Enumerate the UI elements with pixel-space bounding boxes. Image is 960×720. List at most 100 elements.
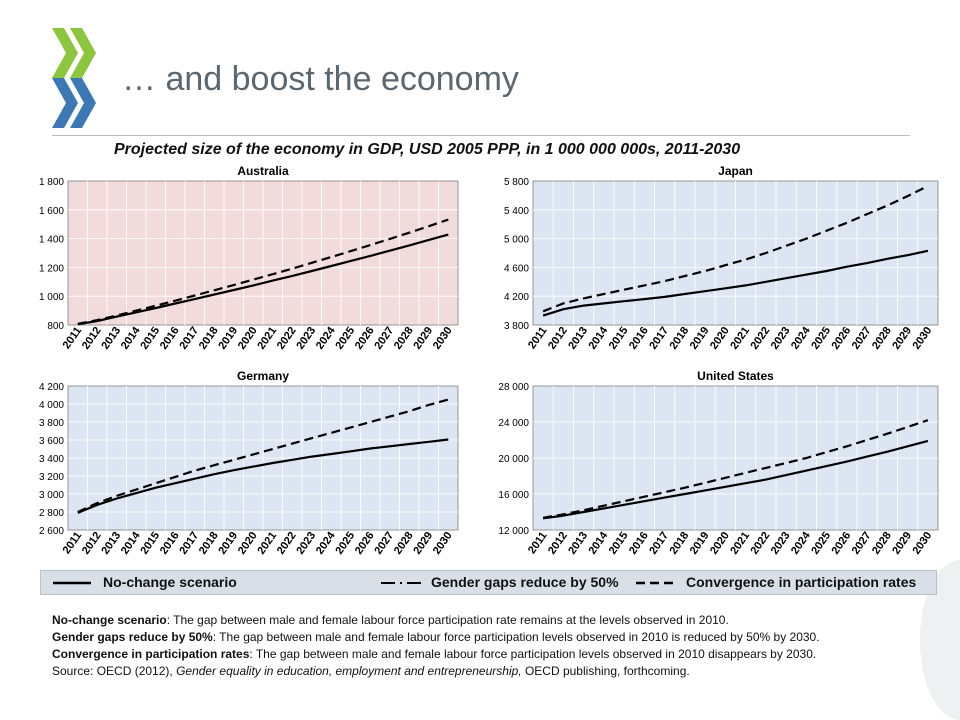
y-tick-label: 2 800 (39, 508, 64, 519)
y-tick-label: 4 200 (504, 292, 529, 303)
x-tick-label: 2015 (138, 325, 162, 352)
x-tick-label: 2016 (627, 530, 651, 557)
note-source: Source: OECD (2012), Gender equality in … (52, 664, 690, 678)
y-tick-label: 20 000 (498, 454, 529, 465)
y-tick-label: 1 800 (39, 177, 64, 188)
panel-title: Germany (237, 369, 289, 383)
x-tick-label: 2019 (216, 325, 240, 352)
page-title: … and boost the economy (122, 60, 519, 98)
x-tick-label: 2019 (216, 530, 240, 557)
x-tick-label: 2027 (850, 325, 874, 352)
panel-title: Japan (718, 164, 753, 178)
chart-germany: Germany 2 600 2 800 3 000 3 200 3 400 3 600 3 8… (39, 369, 459, 557)
chart-notes: No-change scenario: The gap between male… (52, 612, 912, 680)
x-tick-label: 2014 (119, 324, 143, 352)
chart-australia: Australia 800 1 000 1 200 1 400 1 600 1 800 201… (39, 164, 459, 352)
x-tick-label: 2027 (850, 530, 874, 557)
x-tick-label: 2011 (61, 530, 85, 556)
x-tick-label: 2011 (526, 530, 550, 556)
x-tick-label: 2016 (158, 325, 182, 352)
x-tick-label: 2017 (177, 530, 201, 557)
y-tick-label: 3 800 (39, 418, 64, 429)
y-tick-label: 800 (47, 321, 64, 332)
chart-legend: No-change scenario Gender gaps reduce by… (40, 570, 937, 595)
x-tick-label: 2021 (255, 530, 279, 557)
x-tick-label: 2016 (627, 325, 651, 352)
x-tick-label: 2025 (333, 325, 357, 352)
x-tick-label: 2023 (294, 325, 318, 352)
x-tick-label: 2026 (353, 530, 377, 557)
x-tick-label: 2024 (789, 529, 813, 557)
x-tick-label: 2028 (870, 530, 894, 557)
x-tick-label: 2028 (870, 325, 894, 352)
y-tick-label: 4 200 (39, 382, 64, 393)
x-tick-label: 2012 (546, 325, 570, 352)
y-tick-label: 3 400 (39, 454, 64, 465)
x-tick-label: 2029 (890, 530, 914, 557)
x-tick-label: 2025 (333, 530, 357, 557)
y-tick-label: 5 400 (504, 206, 529, 217)
x-tick-label: 2016 (158, 530, 182, 557)
x-tick-label: 2022 (748, 530, 772, 557)
x-tick-label: 2029 (411, 325, 435, 352)
legend-line-long-dash-icon (381, 582, 421, 584)
y-tick-label: 12 000 (498, 526, 529, 537)
series-line-solid (77, 233, 449, 326)
y-tick-label: 5 000 (504, 235, 529, 246)
x-tick-label: 2028 (392, 530, 416, 557)
title-divider (52, 135, 910, 136)
y-tick-label: 16 000 (498, 490, 529, 501)
y-tick-label: 1 200 (39, 263, 64, 274)
x-tick-label: 2019 (688, 325, 712, 352)
x-tick-label: 2029 (411, 530, 435, 557)
x-tick-label: 2015 (607, 530, 631, 557)
x-tick-label: 2022 (275, 325, 299, 352)
chart-main-title: Projected size of the economy in GDP, US… (114, 141, 741, 158)
y-tick-label: 3 600 (39, 436, 64, 447)
y-tick-label: 3 200 (39, 472, 64, 483)
x-tick-label: 2020 (236, 325, 260, 352)
x-tick-label: 2019 (688, 530, 712, 557)
x-tick-label: 2013 (566, 325, 590, 352)
x-tick-label: 2027 (372, 530, 396, 557)
series-line-dash (77, 398, 449, 513)
x-tick-label: 2012 (80, 325, 104, 352)
x-tick-label: 2014 (586, 324, 610, 352)
x-tick-label: 2013 (566, 530, 590, 557)
x-tick-label: 2021 (728, 530, 752, 557)
y-tick-label: 1 400 (39, 235, 64, 246)
x-tick-label: 2011 (61, 325, 85, 351)
x-tick-label: 2024 (314, 529, 338, 557)
x-tick-label: 2026 (829, 325, 853, 352)
x-tick-label: 2030 (431, 325, 455, 352)
y-tick-label: 2 600 (39, 526, 64, 537)
y-tick-label: 4 000 (39, 400, 64, 411)
x-tick-label: 2017 (647, 530, 671, 557)
series-line-dash (542, 185, 929, 313)
legend-line-dash-icon (636, 581, 676, 585)
x-tick-label: 2012 (546, 530, 570, 557)
x-tick-label: 2022 (748, 325, 772, 352)
x-tick-label: 2026 (829, 530, 853, 557)
x-tick-label: 2021 (255, 325, 279, 352)
panel-title: Australia (237, 164, 289, 178)
series-line-dash (542, 419, 929, 519)
x-tick-label: 2022 (275, 530, 299, 557)
x-tick-label: 2023 (769, 325, 793, 352)
y-tick-label: 24 000 (498, 418, 529, 429)
y-tick-label: 5 800 (504, 177, 529, 188)
series-line-dash (77, 218, 449, 325)
y-tick-label: 3 800 (504, 321, 529, 332)
x-tick-label: 2018 (197, 530, 221, 557)
chart-united-states: United States 12 000 16 000 20 000 24 000 28 … (498, 369, 939, 557)
x-tick-label: 2020 (236, 530, 260, 557)
y-tick-label: 4 600 (504, 263, 529, 274)
x-tick-label: 2028 (392, 325, 416, 352)
x-tick-label: 2025 (809, 530, 833, 557)
x-tick-label: 2025 (809, 325, 833, 352)
x-tick-label: 2011 (526, 325, 550, 351)
x-tick-label: 2024 (314, 324, 338, 352)
x-tick-label: 2013 (99, 530, 123, 557)
x-tick-label: 2014 (119, 529, 143, 557)
